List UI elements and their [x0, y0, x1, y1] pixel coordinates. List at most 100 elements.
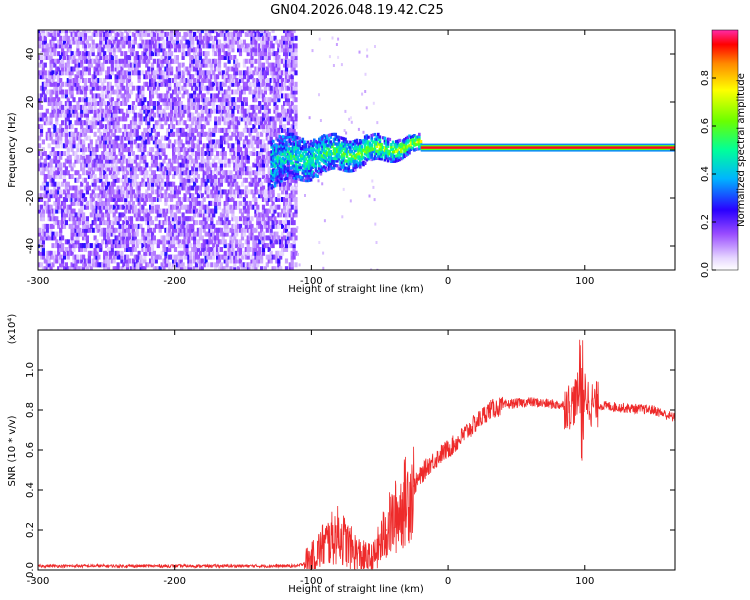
spectrogram-noise-cell: [198, 70, 202, 76]
spectrogram-noise-cell: [143, 143, 147, 149]
spectrogram-noise-cell: [252, 35, 256, 41]
spectrogram-noise-cell: [168, 81, 172, 87]
spectrogram-noise-cell: [61, 220, 65, 226]
spectrogram-noise-cell: [267, 254, 271, 260]
spectrogram-noise-cell: [290, 216, 294, 222]
spectrogram-noise-cell: [105, 104, 109, 110]
spectrogram-noise-cell: [175, 74, 179, 80]
spectrogram-noise-cell: [133, 116, 137, 122]
spectrogram-noise-cell: [229, 143, 233, 149]
spectrogram-noise-cell: [173, 116, 178, 122]
spectrogram-noise-cell: [284, 70, 289, 76]
spectrogram-noise-cell: [101, 200, 105, 206]
spectrogram-noise-cell: [141, 216, 145, 222]
spectrogram-noise-cell: [57, 108, 61, 114]
spectrogram-noise-cell: [271, 120, 275, 126]
spectrogram-noise-cell: [145, 220, 149, 226]
spectrogram-band-cell: [290, 161, 293, 165]
spectrogram-noise-cell: [283, 58, 287, 64]
spectrogram-noise-cell: [221, 254, 225, 260]
spectrogram-noise-cell: [162, 220, 166, 226]
spectrogram-noise-cell: [120, 135, 124, 141]
spectrogram-noise-cell: [221, 154, 225, 160]
spectrogram-noise-cell: [200, 58, 204, 64]
spectrogram-noise-cell: [91, 181, 95, 187]
spectrogram-noise-cell: [237, 258, 241, 264]
spectrogram-noise-cell: [154, 208, 158, 214]
spectrogram-noise-cell: [235, 254, 239, 260]
spectrogram-noise-cell: [198, 262, 202, 268]
spectrogram-noise-cell: [288, 108, 292, 114]
spectrogram-noise-cell: [135, 70, 139, 76]
spectrogram-noise-cell: [110, 231, 114, 237]
spectrogram-noise-cell: [179, 162, 183, 168]
spectrogram-noise-cell: [57, 220, 61, 226]
spectrogram-noise-cell: [70, 193, 74, 199]
spectrogram-noise-cell: [187, 185, 191, 191]
spectrogram-noise-cell: [45, 43, 49, 49]
spectrogram-noise-cell: [227, 89, 231, 95]
spectrogram-noise-cell: [279, 243, 283, 249]
spectrogram-noise-cell: [271, 70, 275, 76]
spectrogram-noise-cell: [288, 193, 292, 199]
spectrogram-noise-cell: [127, 124, 132, 130]
spectrogram-noise-cell: [175, 131, 179, 137]
spectrogram-noise-cell: [116, 78, 120, 83]
spectrogram-noise-cell: [108, 74, 112, 80]
spectrogram-noise-cell: [237, 158, 241, 164]
spectrogram-noise-cell: [70, 174, 74, 179]
spectrogram-noise-cell: [118, 235, 122, 241]
spectrogram-noise-cell: [216, 74, 220, 80]
spectrogram-noise-cell: [93, 116, 97, 122]
spectrogram-noise-cell: [143, 254, 147, 260]
spectrogram-noise-cell: [122, 78, 126, 83]
spectrogram-noise-cell: [260, 43, 264, 49]
spectrogram-noise-cell: [114, 154, 118, 160]
spectrogram-noise-cell: [173, 43, 178, 49]
spectrogram-noise-cell: [273, 70, 277, 76]
spectrogram-noise-cell: [181, 108, 185, 114]
spectrogram-noise-cell: [294, 120, 298, 126]
spectrogram-noise-cell: [152, 127, 156, 133]
spectrogram-noise-cell: [281, 185, 285, 191]
spectrogram-noise-cell: [244, 200, 248, 206]
spectrogram-noise-cell: [124, 231, 128, 237]
spectrogram-noise-cell: [240, 262, 245, 268]
spectrogram-noise-cell: [97, 112, 101, 118]
spectrogram-noise-cell: [185, 185, 189, 191]
spectrogram-noise-cell: [68, 78, 72, 83]
spectrogram-noise-cell: [70, 124, 74, 130]
spectrogram-noise-cell: [61, 47, 65, 53]
spectrogram-noise-cell: [193, 85, 197, 91]
spectrogram-band-cell: [286, 157, 290, 161]
spectrogram-noise-cell: [273, 197, 277, 202]
spectrogram-noise-cell: [261, 81, 266, 87]
spectrogram-noise-cell: [200, 193, 204, 199]
spectrogram-noise-cell: [105, 212, 109, 218]
spectrogram-noise-cell: [223, 39, 227, 45]
spectrogram-noise-cell: [189, 262, 193, 268]
spectrogram-noise-cell: [49, 43, 53, 49]
spectrogram-noise-cell: [227, 58, 231, 64]
spectrogram-noise-cell: [64, 120, 68, 126]
spectrogram-noise-cell: [263, 108, 267, 114]
spectrogram-noise-cell: [156, 47, 160, 53]
spectrogram-noise-cell: [127, 104, 132, 110]
spectrogram-noise-cell: [112, 258, 116, 264]
spectrogram-noise-cell: [229, 227, 233, 233]
spectrogram-noise-cell: [233, 101, 237, 106]
spectrogram-noise-cell: [244, 70, 248, 76]
spectrogram-noise-cell: [55, 70, 59, 76]
spectrogram-noise-cell: [112, 139, 116, 145]
spectrogram-noise-cell: [64, 220, 68, 226]
spectrogram-noise-cell: [212, 158, 216, 164]
spectrogram-noise-cell: [116, 254, 120, 260]
spectrogram-noise-cell: [173, 216, 178, 222]
spectrogram-noise-cell: [275, 70, 279, 76]
spectrogram-noise-cell: [93, 158, 97, 164]
spectrogram-noise-cell: [126, 162, 130, 168]
spectrogram-noise-cell: [227, 143, 231, 149]
spectrogram-noise-cell: [39, 212, 44, 218]
spectrogram-noise-cell: [83, 147, 88, 153]
spectrogram-noise-cell: [93, 262, 97, 268]
